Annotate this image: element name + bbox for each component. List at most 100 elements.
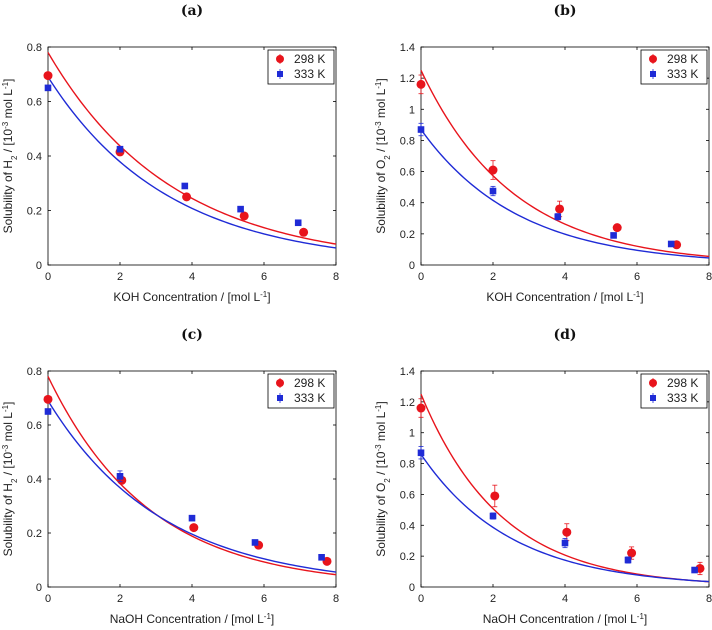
panel-c-point-298k — [189, 523, 199, 533]
panel-a-ytick-label: 0 — [36, 260, 42, 272]
panel-d-xlabel: NaOH Concentration / [mol L-1] — [483, 612, 648, 627]
panel-b-ytick-label: 0.6 — [400, 167, 415, 179]
panel-b-point-333k — [489, 187, 497, 195]
panel-d-point-333k — [417, 449, 425, 457]
panel-c-legend-marker-square — [277, 395, 283, 401]
panel-a-ytick-label: 0.6 — [27, 97, 42, 109]
panel-d-point-298k — [627, 548, 637, 558]
panel-d-point-298k — [416, 403, 426, 413]
panel-d-xtick-label: 6 — [634, 593, 640, 605]
panel-d-title: (d) — [553, 327, 576, 343]
panel-c-legend-marker-circle — [276, 379, 284, 387]
panel-c-ytick-label: 0.2 — [27, 528, 42, 540]
panel-d-xtick-label: 4 — [562, 593, 568, 605]
panel-b-xtick-label: 4 — [562, 271, 568, 283]
panel-a-ytick-label: 0.8 — [27, 42, 42, 54]
panel-b-title: (b) — [553, 3, 576, 19]
panel-d-fit-line-298k — [420, 393, 710, 583]
panel-c: (c) 0 2 4 6 8 0 0.2 0.4 0.6 0.8 NaOH Concentration … — [1, 327, 340, 626]
panel-c-legend-label: 298 K — [294, 376, 325, 390]
panel-a-xtick-label: 6 — [261, 271, 267, 283]
panel-b-fit-line-298k — [420, 70, 710, 258]
panel-b-point-298k — [612, 223, 622, 233]
panel-d: (d) 0 2 4 6 8 0 0.2 0.4 0.6 0.8 1 1.2 1.4 NaOH Concent… — [374, 327, 712, 626]
panel-c-xtick-label: 2 — [117, 593, 123, 605]
panel-b-legend-label: 333 K — [667, 67, 698, 81]
panel-c-fit-line-333k — [47, 400, 337, 573]
panel-b-xtick-label: 0 — [418, 271, 424, 283]
panel-c-point-333k — [44, 408, 52, 415]
panel-b-legend-marker-square — [650, 71, 656, 77]
panel-d-ylabel: Solubility of O2 / [10-3 mol L-1] — [374, 401, 392, 556]
panel-c-xtick-label: 0 — [45, 593, 51, 605]
panel-c-legend-box — [267, 373, 335, 409]
panel-d-ytick-label: 0.2 — [400, 551, 415, 563]
panel-b-xtick-label: 8 — [706, 271, 712, 283]
panel-a-xlabel: KOH Concentration / [mol L-1] — [113, 290, 270, 305]
panel-b-xtick-label: 2 — [490, 271, 496, 283]
panel-a-xtick-label: 4 — [189, 271, 195, 283]
panel-b-ytick-label: 0.2 — [400, 229, 415, 241]
panel-c-ytick-label: 0.6 — [27, 420, 42, 432]
panel-c-ylabel: Solubility of H2 / [10-3 mol L-1] — [1, 402, 19, 557]
panel-b-point-333k — [554, 213, 562, 221]
panel-a-point-333k — [44, 84, 52, 92]
panel-c-point-298k — [43, 394, 53, 404]
panel-b: (b) 0 2 4 6 8 0 0.2 0.4 0.6 0.8 1 1.2 1.4 KOH Concentr… — [374, 3, 712, 304]
panel-b-legend-label: 298 K — [667, 52, 698, 66]
panel-a-xtick-label: 8 — [333, 271, 339, 283]
panel-c-xtick-label: 6 — [261, 593, 267, 605]
panel-a-xtick-label: 2 — [117, 271, 123, 283]
panel-c-ytick-label: 0.4 — [27, 474, 42, 486]
panel-a-title: (a) — [181, 3, 203, 19]
panel-c-xlabel: NaOH Concentration / [mol L-1] — [110, 612, 275, 627]
panel-d-legend-label: 298 K — [667, 376, 698, 390]
panel-c-point-333k — [188, 514, 196, 522]
panel-b-ytick-label: 1.2 — [400, 73, 415, 85]
panel-a-point-298k — [239, 211, 249, 221]
panel-c-title: (c) — [181, 327, 203, 343]
panel-a-legend-label: 333 K — [294, 67, 325, 81]
panel-b-point-298k — [555, 204, 565, 214]
panel-a-legend-label: 298 K — [294, 52, 325, 66]
panel-a-ytick-label: 0.2 — [27, 206, 42, 218]
panel-a-ylabel: Solubility of H2 / [10-3 mol L-1] — [1, 79, 19, 234]
panel-c-point-333k — [251, 539, 259, 546]
panel-d-point-298k — [490, 491, 500, 501]
panel-c-ytick-label: 0.8 — [27, 366, 42, 378]
panel-c-point-333k — [318, 554, 325, 561]
panel-a-ytick-label: 0.4 — [27, 151, 42, 163]
panel-d-point-333k — [489, 512, 497, 520]
panel-c-fit-line-298k — [47, 376, 337, 576]
panel-b-ytick-label: 1 — [409, 104, 415, 116]
panel-c-legend-label: 333 K — [294, 391, 325, 405]
panel-a-point-298k — [182, 192, 192, 202]
panel-c-xtick-label: 4 — [189, 593, 195, 605]
panel-d-fit-line-333k — [420, 453, 710, 583]
panel-d-ytick-label: 0.8 — [400, 459, 415, 471]
panel-a-point-333k — [116, 145, 124, 153]
panel-d-ytick-label: 1.4 — [400, 366, 415, 378]
panel-d-ytick-label: 0.6 — [400, 489, 415, 501]
panel-b-ylabel: Solubility of O2 / [10-3 mol L-1] — [374, 78, 392, 233]
panel-a-legend-marker-square — [277, 71, 283, 77]
panel-c-ytick-label: 0 — [36, 582, 42, 594]
panel-b-point-333k — [610, 232, 617, 239]
panel-a-point-298k — [43, 71, 53, 81]
panel-a-point-333k — [294, 219, 302, 227]
panel-a-fit-line-298k — [47, 52, 337, 245]
panel-b-ytick-label: 0.8 — [400, 135, 415, 147]
panel-d-ytick-label: 0.4 — [400, 520, 415, 532]
panel-d-point-333k — [624, 556, 632, 564]
panel-a-fit-line-333k — [47, 76, 337, 249]
panel-a-legend-marker-circle — [276, 55, 284, 63]
panel-b-legend-box — [640, 49, 708, 85]
panel-a-point-298k — [299, 227, 309, 237]
panel-d-xtick-label: 2 — [490, 593, 496, 605]
panel-d-legend-label: 333 K — [667, 391, 698, 405]
panel-d-xtick-label: 0 — [418, 593, 424, 605]
